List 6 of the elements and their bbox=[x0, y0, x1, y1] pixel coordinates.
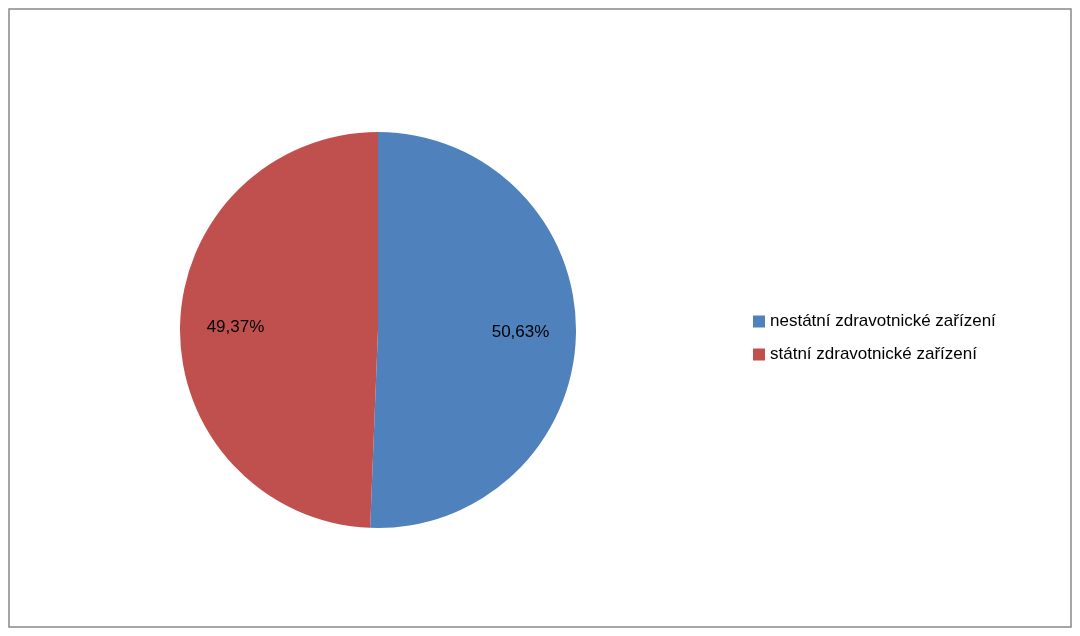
legend-label: státní zdravotnické zařízení bbox=[770, 343, 978, 363]
data-label: 49,37% bbox=[206, 316, 265, 336]
legend-label: nestátní zdravotnické zařízení bbox=[770, 310, 997, 330]
data-label: 50,63% bbox=[491, 322, 550, 342]
pie-slice bbox=[180, 132, 378, 528]
pie-slice bbox=[370, 132, 576, 528]
